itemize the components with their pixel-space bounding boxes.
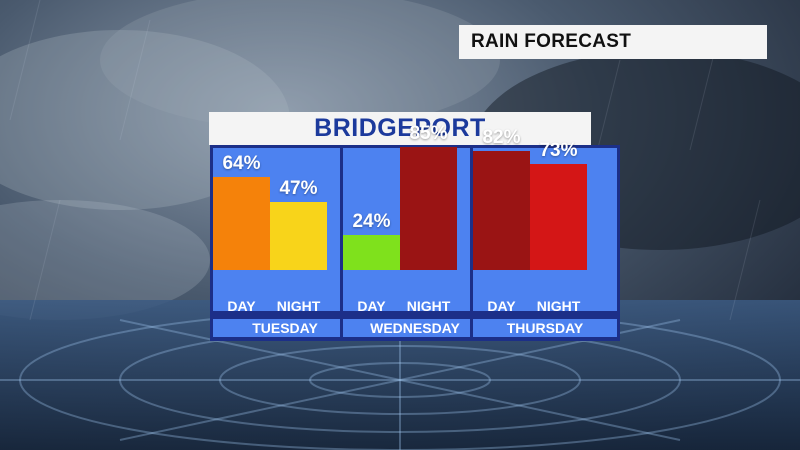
plot-area	[473, 148, 617, 311]
rain-forecast-tag: RAIN FORECAST	[459, 25, 767, 59]
panel-tuesday: 64% DAY 47% NIGHT TUESDAY	[210, 145, 360, 341]
category-label: NIGHT	[276, 298, 321, 314]
bar-thursday-night	[530, 164, 587, 270]
data-label: 24%	[352, 211, 391, 232]
data-label: 47%	[279, 178, 318, 199]
plot-area	[343, 147, 487, 311]
chart-title: BRIDGEPORT	[209, 112, 591, 145]
bar-thursday-day	[473, 151, 530, 270]
bar-wednesday-day	[343, 235, 400, 270]
day-label: THURSDAY	[473, 319, 617, 337]
day-label: WEDNESDAY	[343, 319, 487, 337]
category-label: DAY	[227, 298, 256, 314]
panel-wednesday: 24% DAY 85% NIGHT WEDNESDAY	[340, 123, 490, 341]
category-label: NIGHT	[406, 298, 451, 314]
category-label: NIGHT	[536, 298, 581, 314]
data-label: 64%	[222, 153, 261, 174]
data-label: 82%	[482, 127, 521, 148]
data-label: 85%	[409, 123, 448, 144]
panel-thursday: 82% DAY 73% NIGHT THURSDAY	[470, 127, 620, 341]
day-label: TUESDAY	[213, 319, 357, 337]
data-label: 73%	[539, 140, 578, 161]
bar-tuesday-day	[213, 177, 270, 270]
plot-area	[213, 148, 357, 311]
category-label: DAY	[487, 298, 516, 314]
bar-wednesday-night	[400, 147, 457, 270]
bar-tuesday-night	[270, 202, 327, 270]
category-label: DAY	[357, 298, 386, 314]
